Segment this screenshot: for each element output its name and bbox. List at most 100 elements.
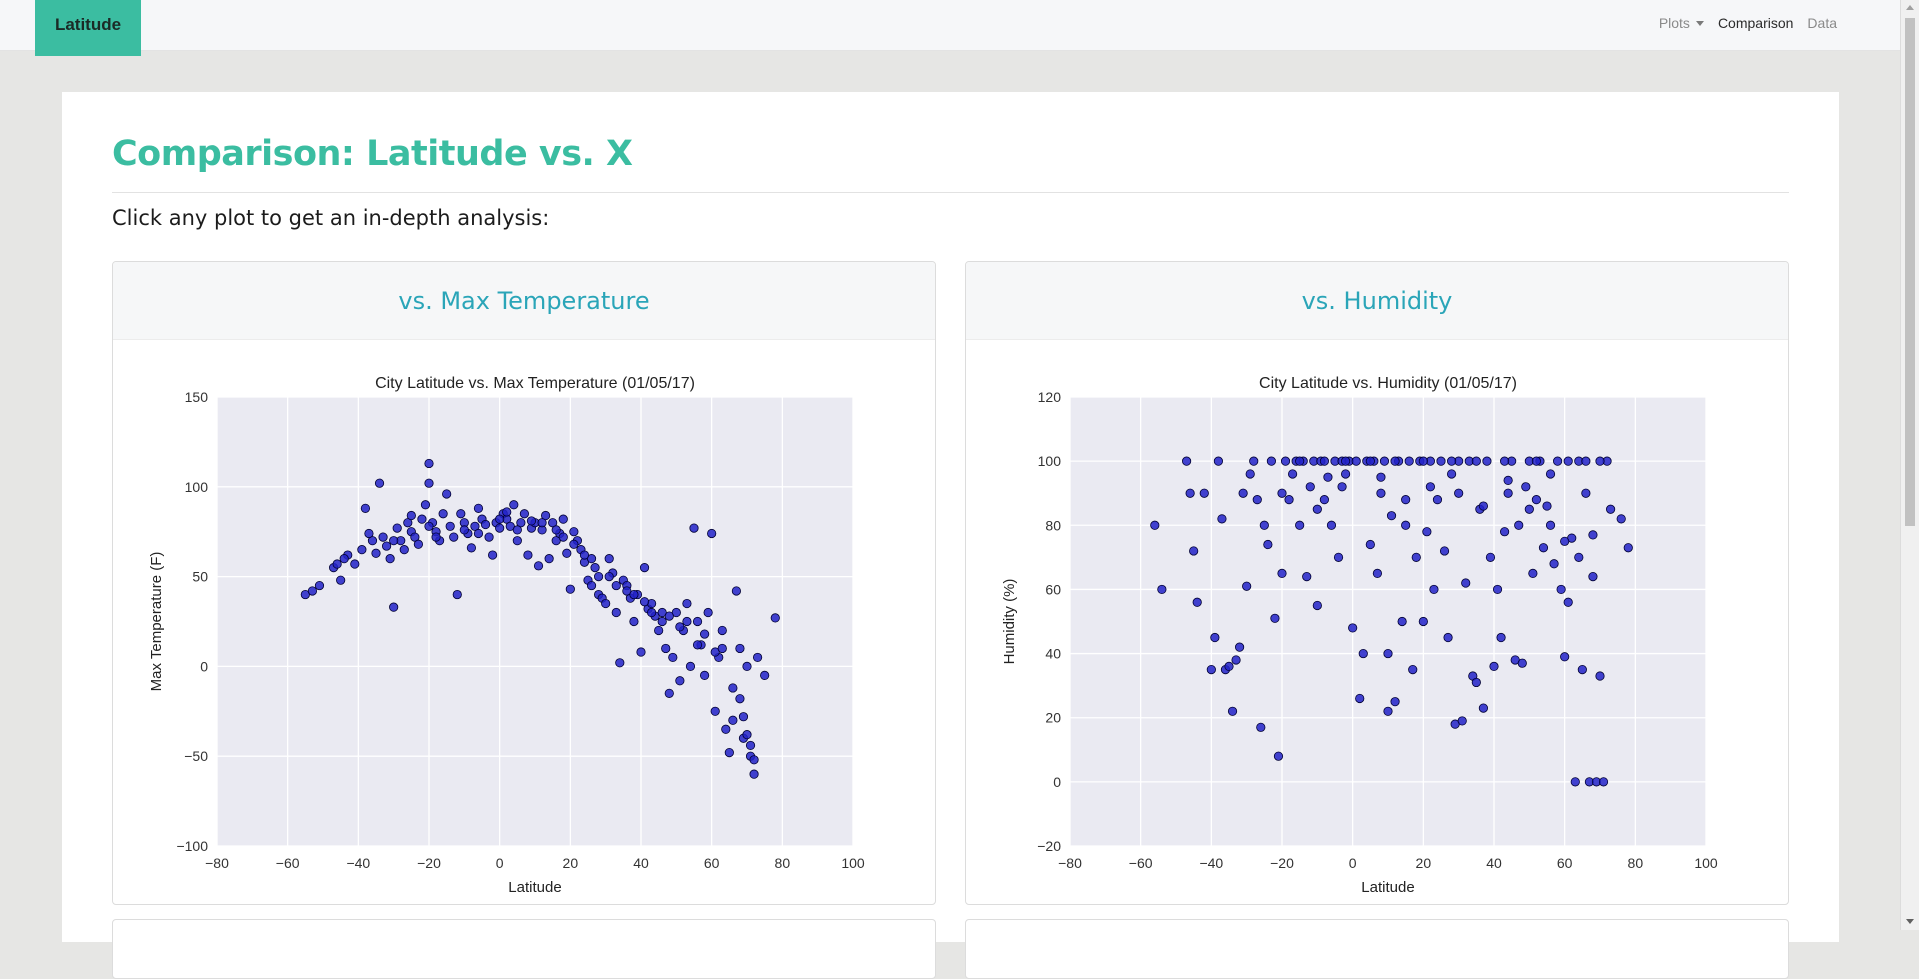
data-point [668,652,678,663]
data-point [1496,632,1506,643]
data-point [403,518,413,528]
data-point [314,580,325,591]
data-point [1577,665,1587,675]
data-point [611,607,621,618]
data-point [1436,456,1446,466]
x-tick-label: −60 [276,855,300,871]
data-point [420,500,431,510]
scroll-up-icon[interactable] [1906,5,1914,10]
data-point [1401,495,1411,505]
data-point [540,510,551,521]
y-tick-label: −20 [1037,838,1061,854]
data-point [742,661,752,671]
y-axis-label: Humidity (%) [1001,579,1018,665]
brand-link[interactable]: Latitude [35,0,141,56]
data-point [699,670,710,680]
data-point [509,500,519,510]
data-point [1454,488,1464,498]
page-title: Comparison: Latitude vs. X [112,134,633,174]
data-point [562,548,572,558]
y-tick-label: 0 [1053,774,1061,790]
data-point [1390,456,1400,466]
data-point [1249,456,1259,466]
data-point [1528,568,1538,578]
card-max-temperature[interactable]: vs. Max Temperature −80 −60 −40 −20 0 20 40 60 8… [112,261,936,905]
card-body-humidity[interactable]: −80 −60 −40 −20 0 20 40 60 80 100 −20 0 20 40 60 80 100 1… [966,340,1788,905]
data-point [551,525,561,535]
x-tick-label: 40 [633,855,649,871]
data-point [569,527,579,537]
x-tick-label: −40 [346,855,370,871]
card-humidity[interactable]: vs. Humidity −80 −60 −40 −20 0 20 40 60 80 100 −20… [965,261,1789,905]
data-point [721,724,731,734]
data-point [1383,706,1393,716]
data-point [657,616,667,627]
data-point [360,503,370,513]
data-point [1234,642,1245,652]
page-scrollbar[interactable] [1900,0,1919,930]
data-point [537,518,547,528]
data-point [735,694,745,704]
data-point [1386,511,1397,521]
data-point [1503,475,1513,485]
plot-humidity[interactable]: −80 −60 −40 −20 0 20 40 60 80 100 −20 0 20 40 60 80 100 1… [966,340,1788,905]
data-point [1538,543,1549,553]
plot-max-temperature[interactable]: −80 −60 −40 −20 0 20 40 60 80 100 −100 −50 0 50 100 150… [113,340,935,905]
nav-data-link[interactable]: Data [1807,15,1837,31]
data-point [339,554,349,564]
data-point [533,561,544,571]
data-point [378,532,388,542]
data-point [724,748,734,758]
data-point [717,643,727,654]
data-point [1531,456,1542,466]
data-point [1492,584,1503,595]
data-point [692,616,703,627]
data-point [717,625,727,636]
data-point [1422,527,1432,537]
data-point [385,554,395,564]
data-point [399,545,409,555]
card-next-left[interactable] [112,919,936,979]
data-point [1581,488,1591,498]
data-point [1326,520,1337,530]
data-point [1185,488,1195,498]
nav-plots-dropdown[interactable]: Plots [1659,15,1704,31]
data-point [473,528,484,539]
data-point [1210,632,1220,643]
data-point [1319,495,1329,505]
data-point [1439,546,1450,556]
plot-background [217,397,853,846]
data-point [735,643,745,654]
data-point [357,545,367,555]
data-point [364,528,374,539]
data-point [1545,469,1556,479]
x-tick-label: 60 [704,855,720,871]
x-tick-label: 20 [1416,855,1432,871]
plot-background [1070,397,1706,846]
data-point [1348,623,1358,633]
data-point [1446,456,1457,466]
card-body-max-temperature[interactable]: −80 −60 −40 −20 0 20 40 60 80 100 −100 −50 0 50 100 150… [113,340,935,905]
data-point [1542,501,1552,511]
scrollbar-thumb[interactable] [1905,18,1915,526]
data-point [1270,613,1280,623]
nav-comparison-link[interactable]: Comparison [1717,15,1794,31]
data-point [646,607,657,618]
data-point [449,532,459,542]
data-point [456,509,466,519]
data-point [1623,543,1633,553]
data-point [629,616,639,627]
data-point [381,541,392,551]
data-point [1471,677,1481,688]
scroll-down-icon[interactable] [1906,919,1914,924]
card-next-right[interactable] [965,919,1789,979]
data-point [1616,514,1626,524]
caret-down-icon [1695,20,1704,26]
data-point [1524,504,1534,514]
data-point [1379,456,1390,466]
data-point [1521,482,1531,492]
data-point [703,607,713,618]
data-point [1312,600,1322,611]
data-point [565,584,575,594]
data-point [1305,482,1315,492]
